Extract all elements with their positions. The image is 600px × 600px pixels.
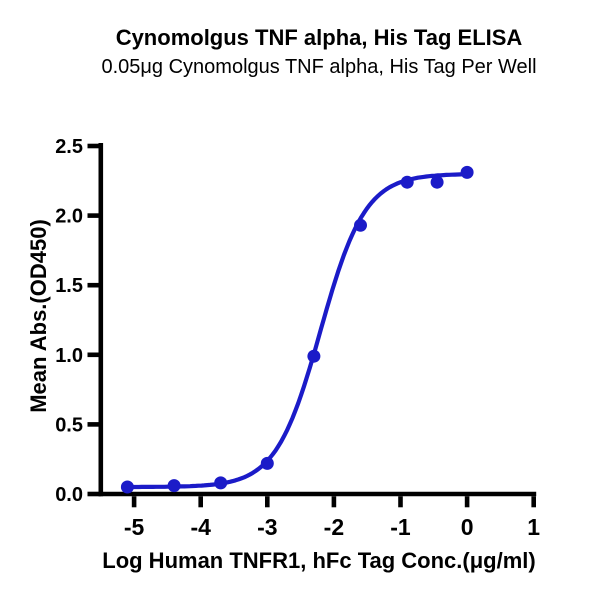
chart-title: Cynomolgus TNF alpha, His Tag ELISA	[115, 25, 523, 50]
chart-header: Cynomolgus TNF alpha, His Tag ELISA 0.05…	[38, 25, 600, 79]
y-tick-label: 2.0	[55, 206, 83, 228]
fit-curve-line	[125, 172, 472, 490]
x-tick-label: -2	[324, 514, 344, 540]
x-tick-label: -4	[190, 514, 211, 540]
data-point	[400, 175, 414, 189]
data-point	[167, 479, 181, 493]
y-axis-ticks: 0.0 0.5 1.0 1.5 2.0 2.5	[55, 136, 101, 506]
y-tick-label: 2.5	[55, 136, 83, 158]
y-axis-label: Mean Abs.(OD450)	[26, 219, 51, 413]
chart-subtitle: 0.05μg Cynomolgus TNF alpha, His Tag Per…	[101, 56, 537, 78]
data-point	[307, 349, 321, 363]
y-tick-label: 1.5	[55, 275, 83, 297]
x-tick-label: 0	[461, 514, 474, 540]
y-tick-label: 1.0	[55, 345, 83, 367]
data-point	[260, 456, 274, 470]
data-point	[120, 480, 134, 494]
data-point	[214, 476, 228, 490]
x-axis-ticks: -5 -4 -3 -2 -1 0 1	[124, 496, 540, 540]
x-tick-label: 1	[527, 514, 540, 540]
x-tick-label: -5	[124, 514, 145, 540]
data-points	[120, 165, 474, 494]
x-axis-label: Log Human TNFR1, hFc Tag Conc.(μg/ml)	[102, 548, 535, 573]
data-point	[460, 165, 474, 179]
y-tick-label: 0.5	[55, 414, 83, 436]
x-tick-label: -1	[390, 514, 411, 540]
data-point	[354, 218, 367, 232]
data-point	[430, 175, 444, 189]
y-tick-label: 0.0	[55, 484, 83, 506]
x-tick-label: -3	[257, 514, 277, 540]
